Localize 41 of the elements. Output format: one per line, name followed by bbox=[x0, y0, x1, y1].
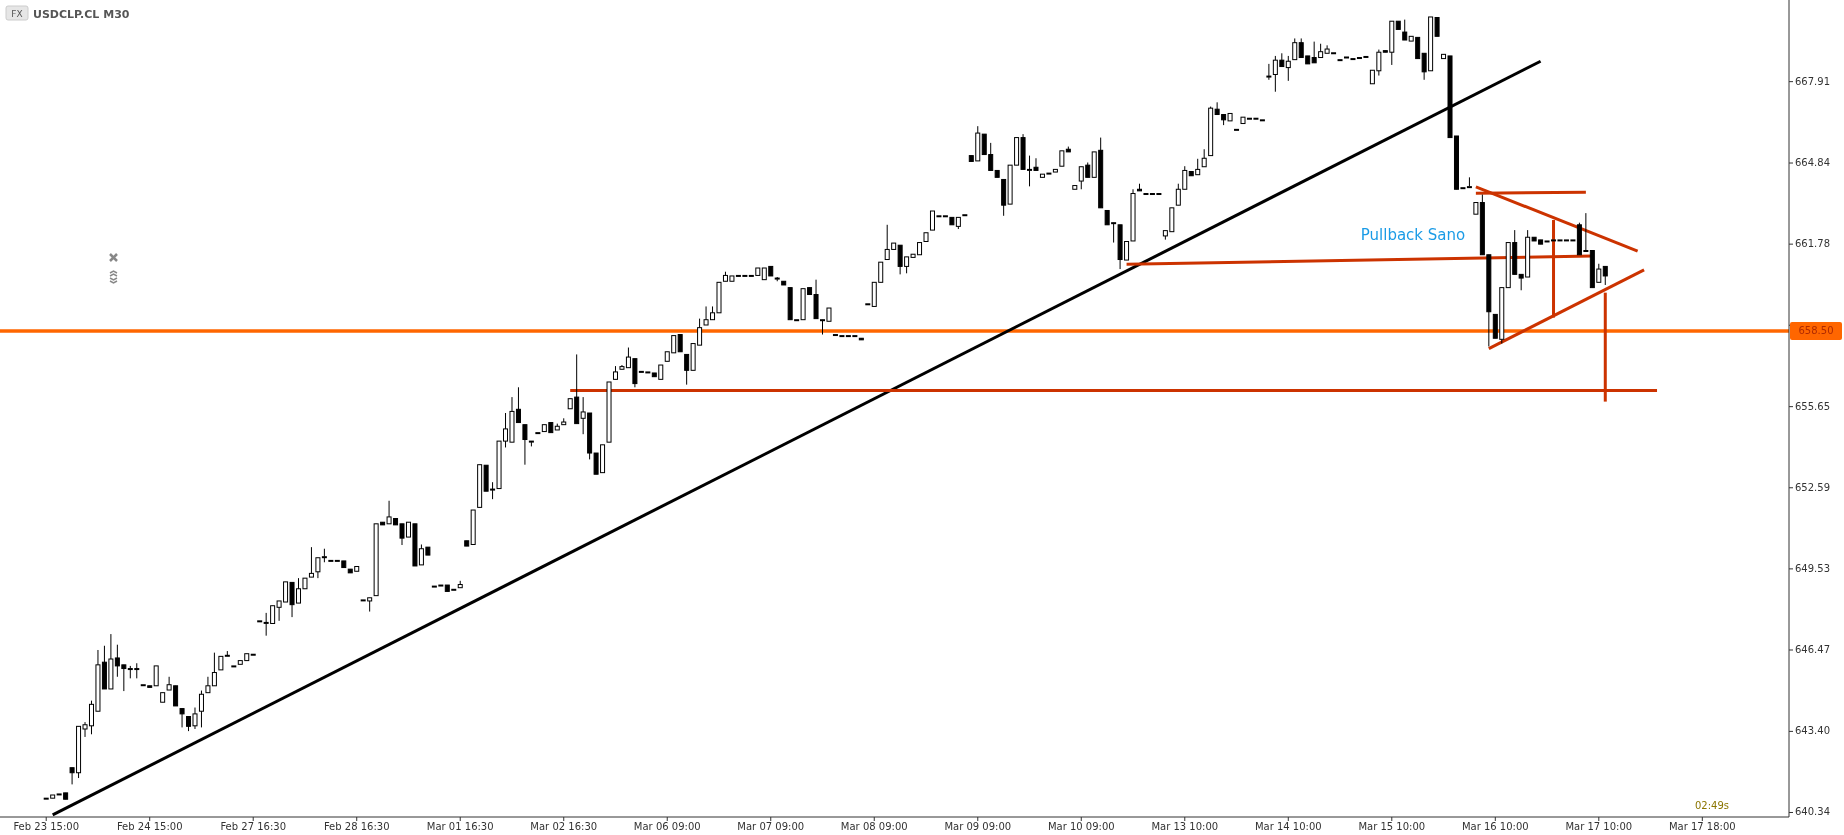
x-tick-label: Mar 08 09:00 bbox=[840, 821, 908, 832]
x-tick-label: Mar 10 09:00 bbox=[1047, 821, 1115, 832]
candlestick bbox=[179, 708, 185, 728]
text: USDCLP.CL M30 bbox=[33, 8, 130, 21]
y-tick-label: 667.91 bbox=[1795, 75, 1830, 87]
annotation: 02:49s bbox=[1694, 800, 1729, 811]
annotation: Pullback Sano bbox=[1360, 226, 1466, 244]
candlestick bbox=[198, 690, 204, 728]
x-tick-label: Feb 24 15:00 bbox=[116, 821, 183, 832]
y-tick-label: 649.53 bbox=[1795, 562, 1830, 574]
candlestick bbox=[1292, 37, 1298, 61]
y-tick-label: 643.40 bbox=[1795, 725, 1830, 737]
candlestick bbox=[1402, 19, 1408, 41]
candlestick bbox=[153, 665, 159, 687]
candlestick bbox=[1285, 55, 1291, 82]
x-tick-label: Mar 01 16:30 bbox=[426, 821, 494, 832]
y-tick-label: 652.59 bbox=[1795, 481, 1830, 493]
x-tick-label: Mar 02 16:30 bbox=[530, 821, 598, 832]
x-tick-label: Mar 15 10:00 bbox=[1358, 821, 1426, 832]
ref-line-label: 658.50 bbox=[1798, 325, 1834, 337]
x-tick-label: Mar 17 10:00 bbox=[1565, 821, 1633, 832]
x-tick-label: Mar 07 09:00 bbox=[737, 821, 805, 832]
x-tick-label: Mar 14 10:00 bbox=[1254, 821, 1322, 832]
x-tick-label: Mar 16 10:00 bbox=[1461, 821, 1529, 832]
candlestick bbox=[522, 424, 528, 466]
y-tick-label: 655.65 bbox=[1795, 400, 1830, 412]
candlestick bbox=[1266, 63, 1272, 81]
candlestick bbox=[308, 546, 314, 578]
y-tick-label: 640.34 bbox=[1795, 806, 1830, 818]
x-tick-label: Mar 06 09:00 bbox=[633, 821, 701, 832]
candlestick bbox=[1602, 265, 1608, 286]
x-tick-label: Feb 23 15:00 bbox=[13, 821, 80, 832]
x-tick-label: Mar 17 18:00 bbox=[1668, 821, 1736, 832]
x-tick-label: Feb 28 16:30 bbox=[323, 821, 390, 832]
y-tick-label: 646.47 bbox=[1795, 643, 1830, 655]
text: FX bbox=[11, 9, 23, 19]
x-tick-label: Mar 13 10:00 bbox=[1151, 821, 1219, 832]
y-tick-label: 661.78 bbox=[1795, 238, 1830, 250]
y-tick-label: 664.84 bbox=[1795, 157, 1830, 169]
x-tick-label: Feb 27 16:30 bbox=[220, 821, 287, 832]
x-tick-label: Mar 09 09:00 bbox=[944, 821, 1012, 832]
